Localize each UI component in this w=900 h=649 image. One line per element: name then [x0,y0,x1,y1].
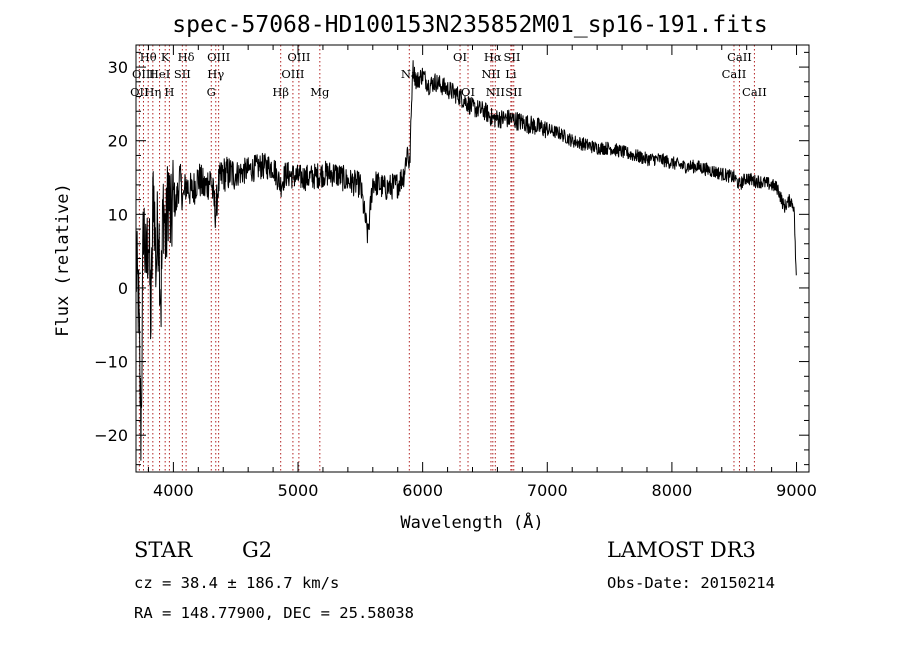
line-label-6: H [164,85,174,99]
object-class: STAR [134,538,193,562]
plot-frame [135,44,810,473]
line-label-12: Hβ [272,85,289,99]
redshift-text: cz = 38.4 ± 186.7 km/s [134,574,340,592]
axis-ticks: 4000 5000 6000 7000 8000 9000 −20 −10 0 10 20 30 [94,45,817,500]
line-label-3: Hη [144,85,161,99]
line-markers [138,45,755,472]
line-label-18: OI [461,85,475,99]
line-label-20: NII [481,67,500,81]
line-label-5: HeI [149,67,170,81]
line-label-2: OIII [132,67,155,81]
line-label-25: CaII [727,50,752,64]
x-tick-label-0: 4000 [153,481,194,500]
chart-title: spec-57068-HD100153N235852M01_sp16-191.f… [172,12,767,38]
line-label-21: NII [486,85,505,99]
line-label-11: G [207,85,216,99]
x-tick-label-4: 8000 [652,481,693,500]
line-label-16: Na [401,67,418,81]
line-label-13: OIII [287,50,310,64]
line-label-23: Li [505,67,517,81]
coordinates: RA = 148.77900, DEC = 25.58038 [134,604,414,622]
y-tick-label-5: 30 [108,58,128,77]
line-label-26: CaII [722,67,747,81]
line-label-1: Hθ [140,50,157,64]
line-label-0: OII [130,85,149,99]
y-axis-label: Flux (relative) [53,183,73,337]
x-tick-label-1: 5000 [278,481,319,500]
y-tick-label-1: −10 [94,353,128,372]
line-label-10: Hγ [207,67,224,81]
survey-name: LAMOST DR3 [607,538,756,562]
line-label-7: SII [174,67,191,81]
object-subclass: G2 [242,538,273,562]
y-tick-label-4: 20 [108,132,128,151]
y-tick-label-0: −20 [94,426,128,445]
line-label-9: OIII [207,50,230,64]
y-tick-label-2: 0 [118,279,128,298]
y-tick-label-3: 10 [108,205,128,224]
line-label-27: CaII [742,85,767,99]
x-tick-label-2: 6000 [402,481,443,500]
line-label-4: K [161,50,170,64]
line-label-22: SII [504,50,521,64]
line-label-19: Hα [484,50,502,64]
spectrum-line [135,60,797,461]
line-label-8: Hδ [178,50,195,64]
obs-date: Obs-Date: 20150214 [607,574,775,592]
line-label-14: OIII [281,67,304,81]
x-tick-label-5: 9000 [776,481,817,500]
line-label-24: SII [505,85,522,99]
line-label-15: Mg [310,85,330,99]
line-label-17: OI [453,50,467,64]
x-axis-label: Wavelength (Å) [400,511,543,533]
spectrum-layer [135,60,797,461]
x-tick-label-3: 7000 [527,481,568,500]
